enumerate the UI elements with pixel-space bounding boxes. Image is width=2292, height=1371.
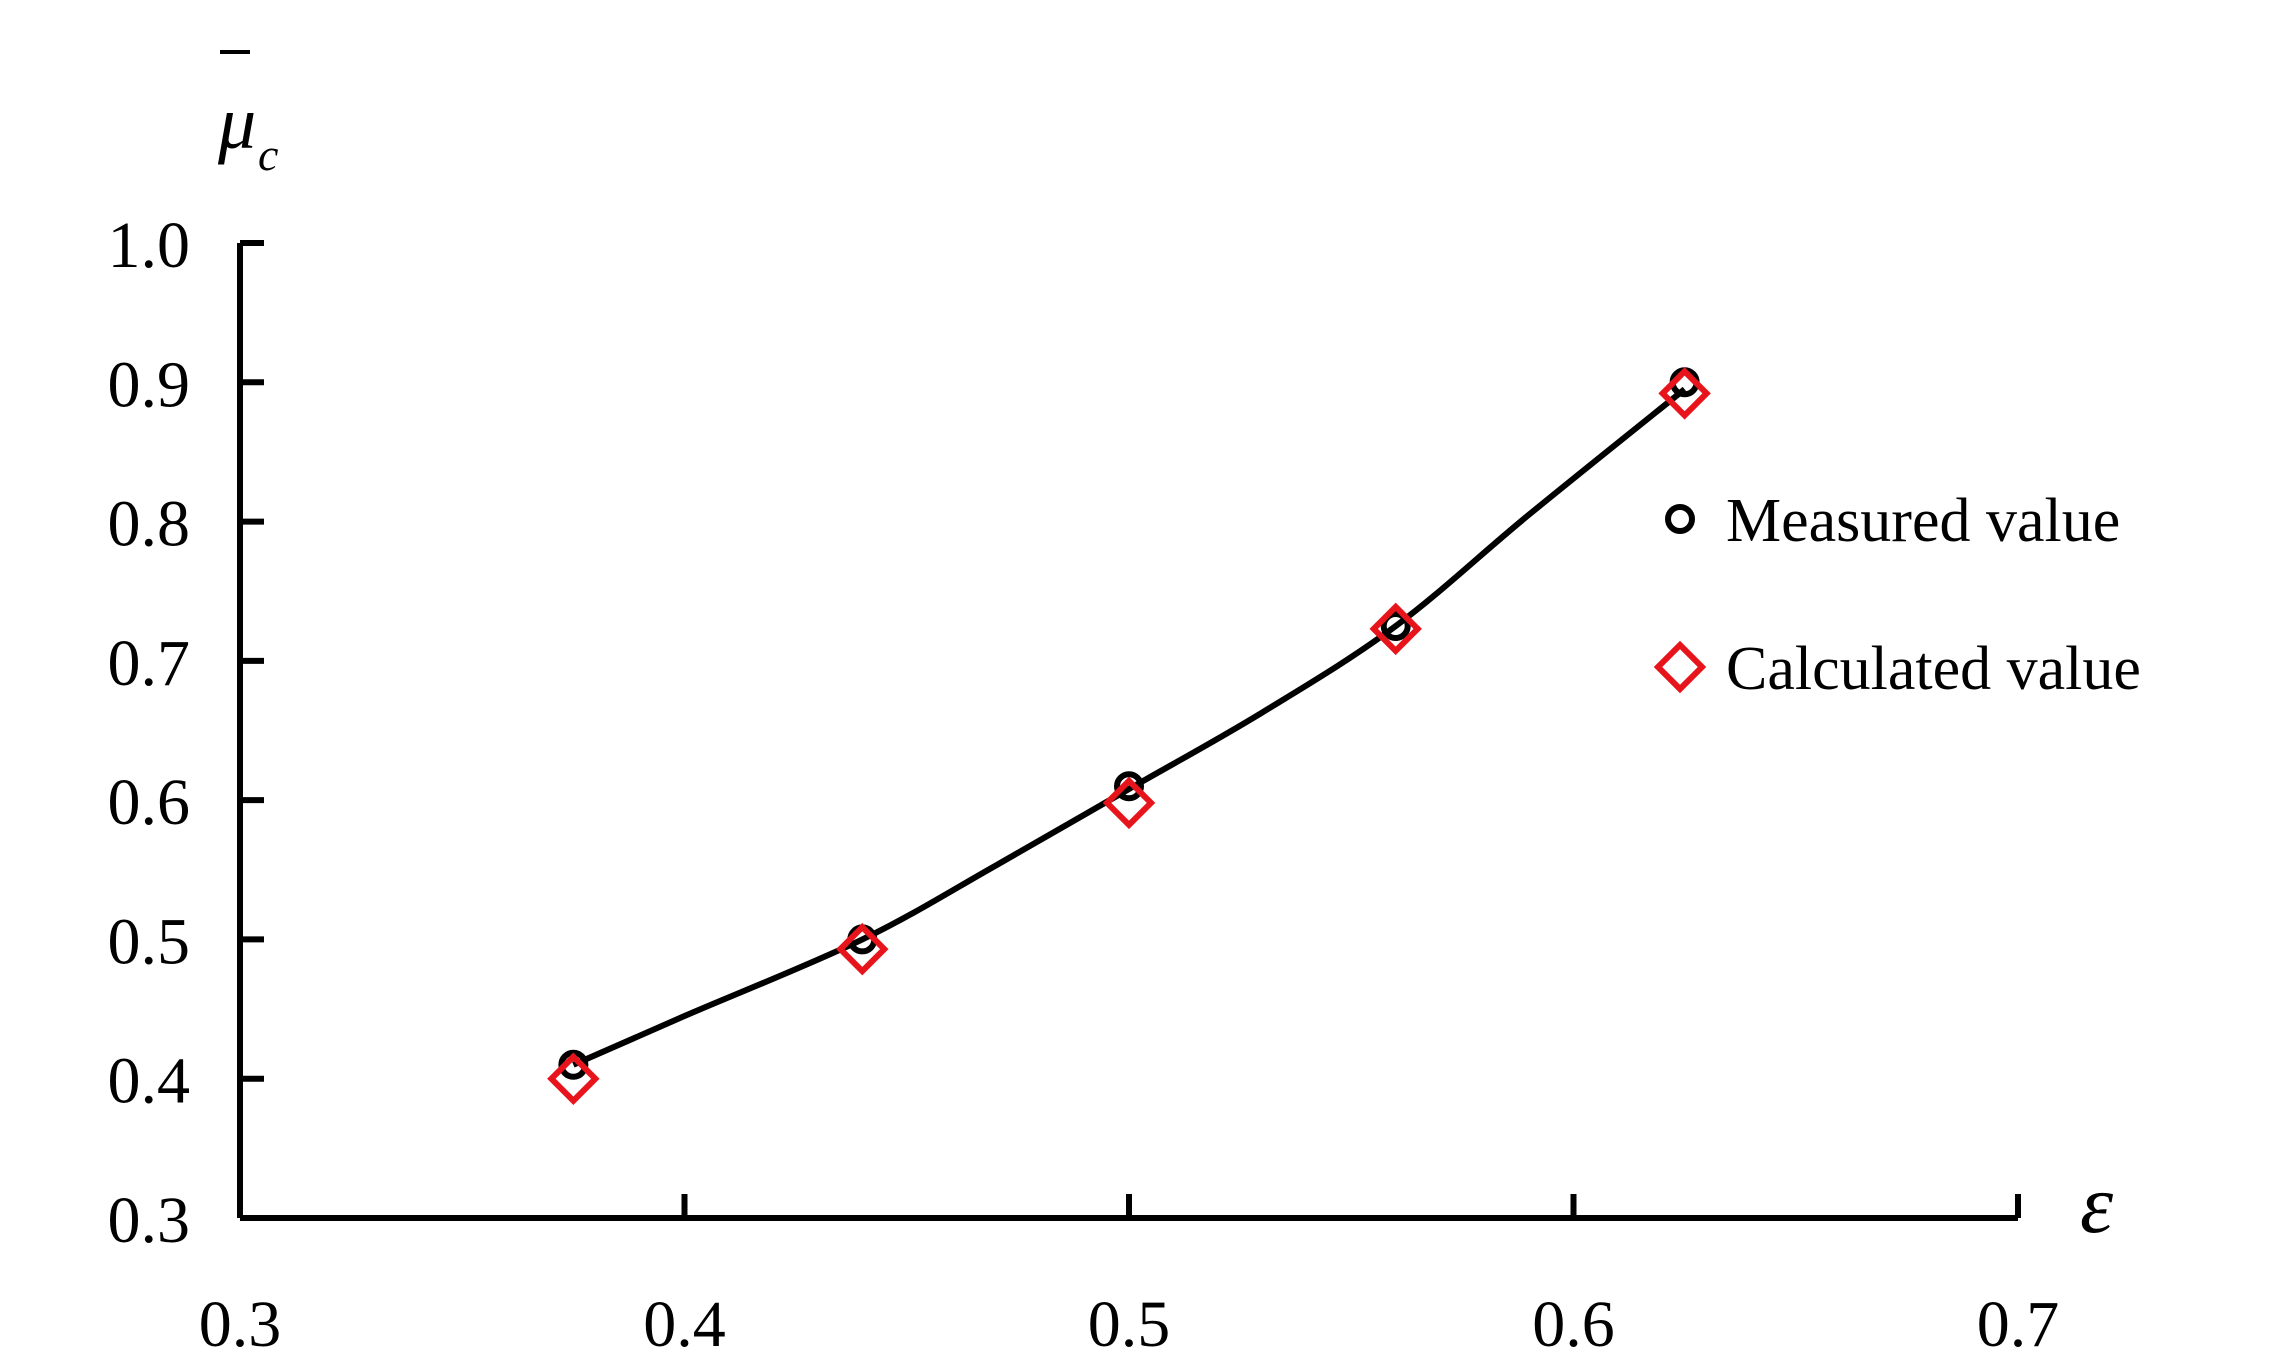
x-tick-label: 0.5 (1088, 1288, 1171, 1361)
y-axis-title-symbol: μ (217, 81, 256, 165)
x-axis-title: ε (2080, 1158, 2114, 1251)
calculated-point (1102, 776, 1156, 830)
axes (237, 243, 2018, 1221)
legend: Measured value Calculated value (1653, 487, 2141, 703)
x-ticks: 0.3 0.4 0.5 0.6 0.7 (199, 1194, 2060, 1361)
y-axis-title-subscript: c (258, 129, 278, 180)
y-tick-label: 0.7 (108, 627, 191, 700)
x-tick-label: 0.6 (1532, 1288, 1615, 1361)
calculated-point (1658, 367, 1711, 420)
y-tick-label: 1.0 (108, 209, 191, 282)
x-tick-label: 0.4 (643, 1288, 726, 1361)
y-tick-label: 0.4 (108, 1045, 191, 1118)
y-tick-label: 0.5 (108, 905, 191, 978)
legend-marker-calculated (1653, 640, 1707, 694)
y-axis-title: μ c (217, 50, 278, 180)
x-tick-label: 0.3 (199, 1288, 282, 1361)
y-tick-label: 0.9 (108, 348, 191, 421)
legend-label: Measured value (1726, 487, 2120, 555)
y-tick-label: 0.3 (108, 1184, 191, 1257)
y-tick-label: 0.8 (108, 488, 191, 561)
legend-label: Calculated value (1726, 635, 2141, 703)
y-ticks: 0.3 0.4 0.5 0.6 0.7 0.8 0.9 1.0 (108, 209, 264, 1257)
calculated-point (1369, 602, 1422, 656)
calculated-point (836, 922, 889, 976)
measured-point (1380, 611, 1411, 642)
y-tick-label: 0.6 (108, 766, 191, 839)
measured-point (1114, 771, 1144, 802)
markers (547, 367, 1711, 1105)
calculated-point (547, 1052, 600, 1105)
legend-marker-measured (1665, 504, 1695, 534)
x-tick-label: 0.7 (1977, 1288, 2060, 1361)
fit-curve (572, 386, 1687, 1068)
